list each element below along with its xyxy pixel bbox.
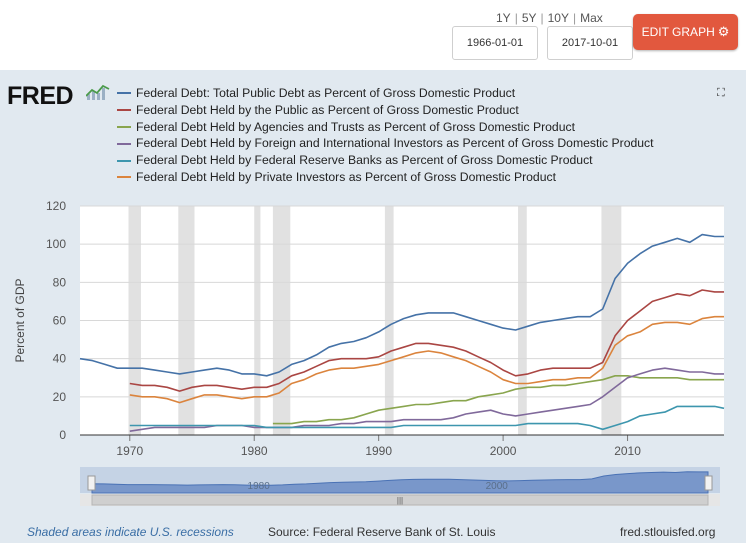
- x-tick-label: 1970: [116, 444, 143, 458]
- legend-item[interactable]: Federal Debt Held by Agencies and Trusts…: [117, 119, 654, 136]
- navigator-left-handle[interactable]: [87, 475, 96, 491]
- legend-swatch: [117, 125, 131, 128]
- legend-swatch: [117, 176, 131, 179]
- legend-item[interactable]: Federal Debt Held by the Public as Perce…: [117, 102, 654, 119]
- y-tick-label: 60: [53, 314, 67, 328]
- legend-label: Federal Debt Held by Federal Reserve Ban…: [136, 153, 593, 168]
- y-tick-label: 20: [53, 390, 67, 404]
- recession-note: Shaded areas indicate U.S. recessions: [27, 525, 234, 539]
- site-link[interactable]: fred.stlouisfed.org: [620, 525, 716, 539]
- end-date-input[interactable]: 2017-10-01: [547, 26, 633, 60]
- range-separator: |: [572, 11, 577, 25]
- legend-swatch: [117, 109, 131, 112]
- series-line: [129, 405, 725, 431]
- fullscreen-icon[interactable]: ⛶: [717, 87, 725, 99]
- y-tick-label: 120: [46, 199, 66, 213]
- range-10y-link[interactable]: 10Y: [547, 11, 569, 25]
- legend-label: Federal Debt Held by Foreign and Interna…: [136, 136, 654, 151]
- legend-item[interactable]: Federal Debt Held by Private Investors a…: [117, 169, 654, 186]
- line-chart: 0 20 40 60 80 100 120 1970 1980 1990 2000 2010 Perce…: [13, 199, 725, 458]
- y-axis-label: Percent of GDP: [13, 278, 27, 362]
- y-tick-label: 40: [53, 352, 67, 366]
- range-max-link[interactable]: Max: [580, 11, 603, 25]
- range-selector: 1Y | 5Y | 10Y | Max: [496, 11, 603, 25]
- fred-logo[interactable]: FRED: [7, 82, 74, 110]
- navigator-right-handle[interactable]: [704, 475, 713, 491]
- y-tick-label: 100: [46, 237, 66, 251]
- legend-item[interactable]: Federal Debt Held by Foreign and Interna…: [117, 135, 654, 152]
- edit-graph-button[interactable]: EDIT GRAPH ⚙: [633, 14, 738, 50]
- gear-icon: ⚙: [717, 24, 730, 39]
- legend-label: Federal Debt Held by the Public as Perce…: [136, 102, 519, 117]
- scrollbar-thumb[interactable]: [91, 494, 709, 506]
- edit-graph-label: EDIT GRAPH: [641, 25, 715, 39]
- start-date-input[interactable]: 1966-01-01: [452, 26, 538, 60]
- fred-logo-graph-icon: [86, 84, 110, 100]
- legend-swatch: [117, 92, 131, 95]
- series-line: [272, 375, 724, 425]
- y-tick-label: 80: [53, 275, 67, 289]
- legend-item[interactable]: Federal Debt Held by Federal Reserve Ban…: [117, 152, 654, 169]
- range-separator: |: [540, 11, 544, 25]
- legend-label: Federal Debt Held by Agencies and Trusts…: [136, 119, 575, 134]
- range-1y-link[interactable]: 1Y: [496, 11, 511, 25]
- series-line: [79, 233, 724, 377]
- series-line: [129, 289, 724, 392]
- range-5y-link[interactable]: 5Y: [521, 11, 537, 25]
- series-line: [129, 315, 724, 404]
- x-tick-label: 2000: [490, 444, 517, 458]
- legend-swatch: [117, 159, 131, 162]
- source-note: Source: Federal Reserve Bank of St. Loui…: [268, 525, 496, 539]
- x-tick-label: 1980: [241, 444, 268, 458]
- legend-swatch: [117, 142, 131, 145]
- toolbar: 1Y | 5Y | 10Y | Max 1966-01-01 2017-10-01 EDIT…: [0, 0, 746, 70]
- legend-label: Federal Debt: Total Public Debt as Perce…: [136, 86, 516, 100]
- chart-legend: Federal Debt: Total Public Debt as Perce…: [117, 85, 654, 186]
- legend-label: Federal Debt Held by Private Investors a…: [136, 169, 556, 184]
- range-navigator[interactable]: 1980 2000 |||: [80, 467, 720, 507]
- range-separator: |: [514, 11, 518, 25]
- navigator-year-label: 1980: [248, 481, 271, 492]
- x-tick-label: 2010: [614, 444, 641, 458]
- scrollbar-grip-icon: |||: [397, 496, 403, 505]
- legend-item[interactable]: Federal Debt: Total Public Debt as Perce…: [117, 85, 654, 102]
- x-tick-label: 1990: [365, 444, 392, 458]
- navigator-area: [91, 471, 709, 494]
- navigator-year-label: 2000: [486, 481, 509, 492]
- y-tick-label: 0: [59, 428, 66, 442]
